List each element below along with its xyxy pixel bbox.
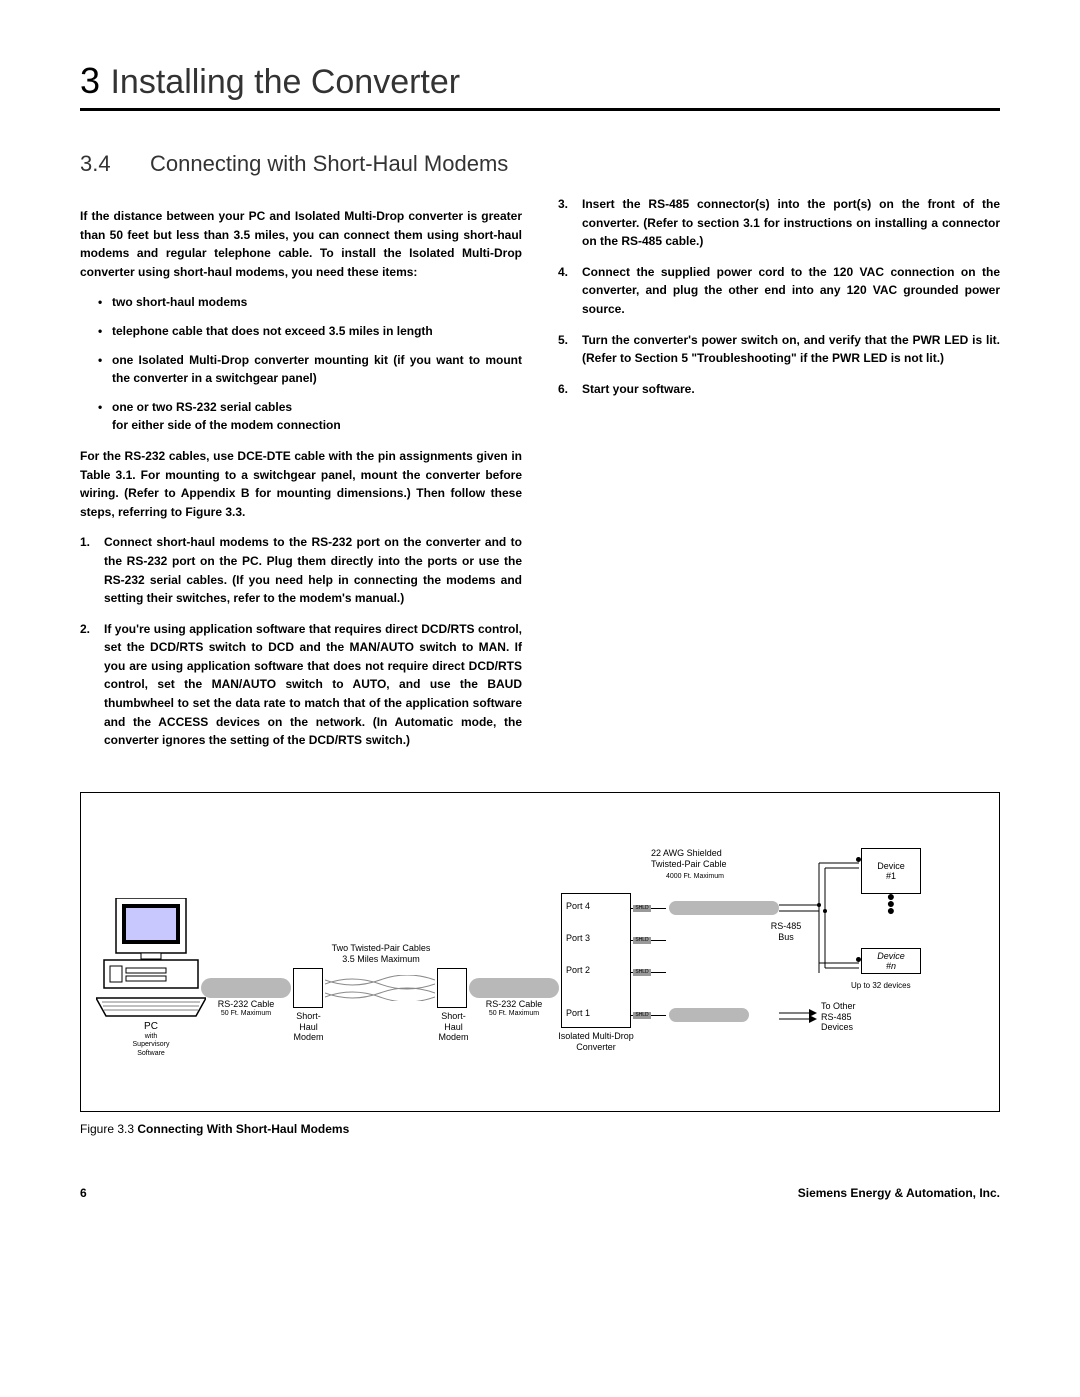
shld-badge: SHLD: [633, 969, 651, 976]
step-text: Connect the supplied power cord to the 1…: [582, 263, 1000, 319]
rs232-cable-right: [469, 978, 559, 998]
step-number: 4.: [558, 263, 582, 319]
awg-max-label: 4000 Ft. Maximum: [666, 873, 724, 880]
step-text: Insert the RS-485 connector(s) into the …: [582, 195, 1000, 251]
twisted-pair-label: Two Twisted-Pair Cables 3.5 Miles Maximu…: [321, 943, 441, 965]
step-number: 5.: [558, 331, 582, 368]
chapter-title: Installing the Converter: [110, 63, 460, 101]
figure-caption-label: Figure 3.3: [80, 1122, 134, 1136]
step-item: 3. Insert the RS-485 connector(s) into t…: [558, 195, 1000, 251]
list-item: one Isolated Multi-Drop converter mounti…: [98, 351, 522, 388]
up-to-32-label: Up to 32 devices: [851, 981, 911, 990]
list-item: two short-haul modems: [98, 293, 522, 312]
intro-paragraph: If the distance between your PC and Isol…: [80, 207, 522, 281]
left-column: If the distance between your PC and Isol…: [80, 195, 522, 762]
step-number: 2.: [80, 620, 104, 750]
modem-left-label: Short- Haul Modem: [281, 1011, 336, 1043]
step-item: 5. Turn the converter's power switch on,…: [558, 331, 1000, 368]
pc-icon: [96, 898, 206, 1018]
converter-label: Isolated Multi-Drop Converter: [541, 1031, 651, 1053]
port-1-label: Port 1: [566, 1008, 590, 1018]
to-other-rs485-label: To Other RS-485 Devices: [821, 1001, 881, 1033]
required-items-list: two short-haul modems telephone cable th…: [80, 293, 522, 435]
twisted-pair-cables: [325, 975, 435, 1003]
step-number: 1.: [80, 533, 104, 607]
chapter-header: 3 Installing the Converter: [80, 60, 1000, 111]
short-haul-modem-right: [437, 968, 467, 1008]
footer-company: Siemens Energy & Automation, Inc.: [798, 1186, 1000, 1200]
step-text: Connect short-haul modems to the RS-232 …: [104, 533, 522, 607]
step-item: 6. Start your software.: [558, 380, 1000, 399]
section-title: Connecting with Short-Haul Modems: [150, 151, 508, 177]
port-2-label: Port 2: [566, 965, 590, 975]
device-1-box: Device #1: [861, 848, 921, 894]
device-1-dot: [856, 857, 861, 862]
figure-3-3: PC with Supervisory Software RS-232 Cabl…: [80, 792, 1000, 1112]
step-item: 1. Connect short-haul modems to the RS-2…: [80, 533, 522, 607]
step-item: 4. Connect the supplied power cord to th…: [558, 263, 1000, 319]
section-number: 3.4: [80, 151, 150, 177]
short-haul-modem-left: [293, 968, 323, 1008]
page-footer: 6 Siemens Energy & Automation, Inc.: [80, 1186, 1000, 1200]
section-header: 3.4 Connecting with Short-Haul Modems: [80, 151, 1000, 177]
rs232-cable-left: [201, 978, 291, 998]
shld-badge: SHLD: [633, 1012, 651, 1019]
list-item: one or two RS-232 serial cables for eith…: [98, 398, 522, 435]
pc-label: PC with Supervisory Software: [96, 1021, 206, 1058]
rs232-cable-right-label: RS-232 Cable 50 Ft. Maximum: [469, 999, 559, 1018]
device-ellipsis: ●●●: [881, 893, 901, 914]
step-text: If you're using application software tha…: [104, 620, 522, 750]
shld-badge: SHLD: [633, 937, 651, 944]
rs485-cable: [669, 901, 779, 915]
after-items-paragraph: For the RS-232 cables, use DCE-DTE cable…: [80, 447, 522, 521]
list-item: telephone cable that does not exceed 3.5…: [98, 322, 522, 341]
page-number: 6: [80, 1186, 87, 1200]
step-number: 6.: [558, 380, 582, 399]
step-item: 2. If you're using application software …: [80, 620, 522, 750]
chapter-number: 3: [80, 60, 100, 102]
port-3-label: Port 3: [566, 933, 590, 943]
right-column: 3. Insert the RS-485 connector(s) into t…: [558, 195, 1000, 762]
rs232-cable-left-label: RS-232 Cable 50 Ft. Maximum: [201, 999, 291, 1018]
port-4-label: Port 4: [566, 901, 590, 911]
step-number: 3.: [558, 195, 582, 251]
awg-shielded-label: 22 AWG Shielded Twisted-Pair Cable: [651, 848, 781, 870]
shld-badge: SHLD: [633, 905, 651, 912]
step-text: Turn the converter's power switch on, an…: [582, 331, 1000, 368]
body-columns: If the distance between your PC and Isol…: [80, 195, 1000, 762]
step-text: Start your software.: [582, 380, 1000, 399]
device-n-dot: [856, 957, 861, 962]
rs485-cable: [669, 1008, 749, 1022]
figure-caption: Figure 3.3 Connecting With Short-Haul Mo…: [80, 1122, 1000, 1136]
device-n-box: Device #n: [861, 948, 921, 974]
figure-caption-title: Connecting With Short-Haul Modems: [137, 1122, 349, 1136]
